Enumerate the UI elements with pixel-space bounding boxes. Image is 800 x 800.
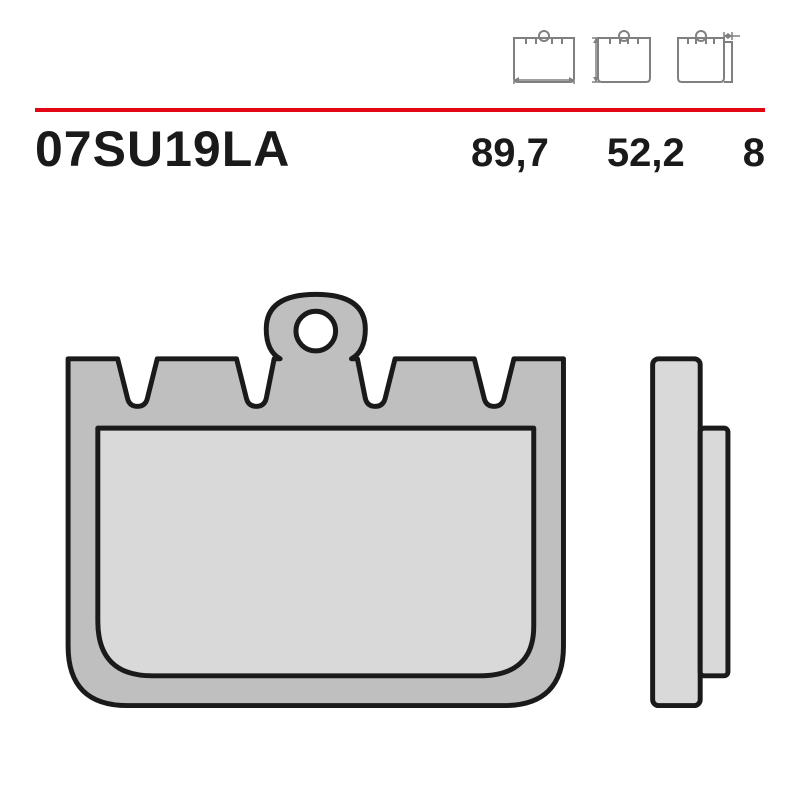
thickness-legend-icon — [668, 28, 740, 86]
accent-divider — [35, 108, 765, 112]
front-view — [68, 294, 563, 705]
width-legend-icon — [508, 28, 580, 86]
part-number: 07SU19LA — [35, 120, 290, 178]
technical-drawing — [35, 230, 765, 765]
spec-row: 07SU19LA 89,7 52,2 8 — [35, 120, 765, 178]
dimension-legend — [508, 28, 740, 86]
side-view — [653, 359, 728, 706]
friction-pad — [98, 428, 534, 676]
mounting-hole — [296, 311, 336, 351]
dim-height: 52,2 — [607, 131, 685, 176]
dim-thickness: 8 — [743, 131, 765, 176]
dim-width: 89,7 — [471, 131, 549, 176]
height-legend-icon — [588, 28, 660, 86]
